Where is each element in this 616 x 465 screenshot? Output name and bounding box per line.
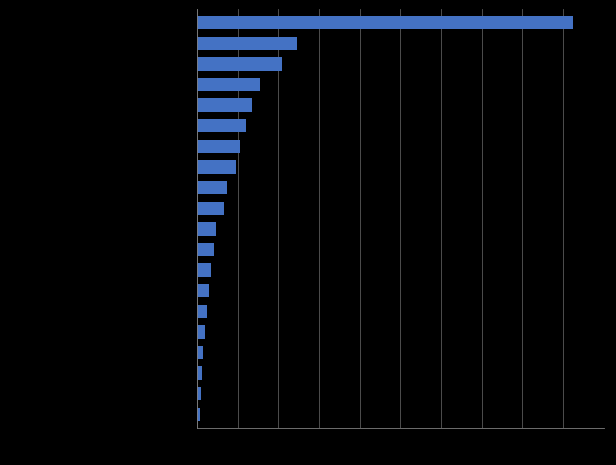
Bar bbox=[197, 119, 246, 133]
Bar bbox=[197, 78, 260, 91]
Bar bbox=[197, 160, 236, 174]
Bar bbox=[197, 181, 227, 194]
Bar bbox=[197, 37, 297, 50]
Bar bbox=[197, 346, 203, 359]
Bar bbox=[197, 387, 201, 400]
Bar bbox=[197, 57, 283, 71]
Bar bbox=[197, 263, 211, 277]
Bar bbox=[197, 16, 573, 29]
Bar bbox=[197, 140, 240, 153]
Bar bbox=[197, 99, 252, 112]
Bar bbox=[197, 366, 202, 380]
Bar bbox=[197, 325, 205, 339]
Bar bbox=[197, 408, 200, 421]
Bar bbox=[197, 201, 224, 215]
Bar bbox=[197, 243, 214, 256]
Bar bbox=[197, 305, 207, 318]
Bar bbox=[197, 284, 209, 298]
Bar bbox=[197, 222, 216, 236]
